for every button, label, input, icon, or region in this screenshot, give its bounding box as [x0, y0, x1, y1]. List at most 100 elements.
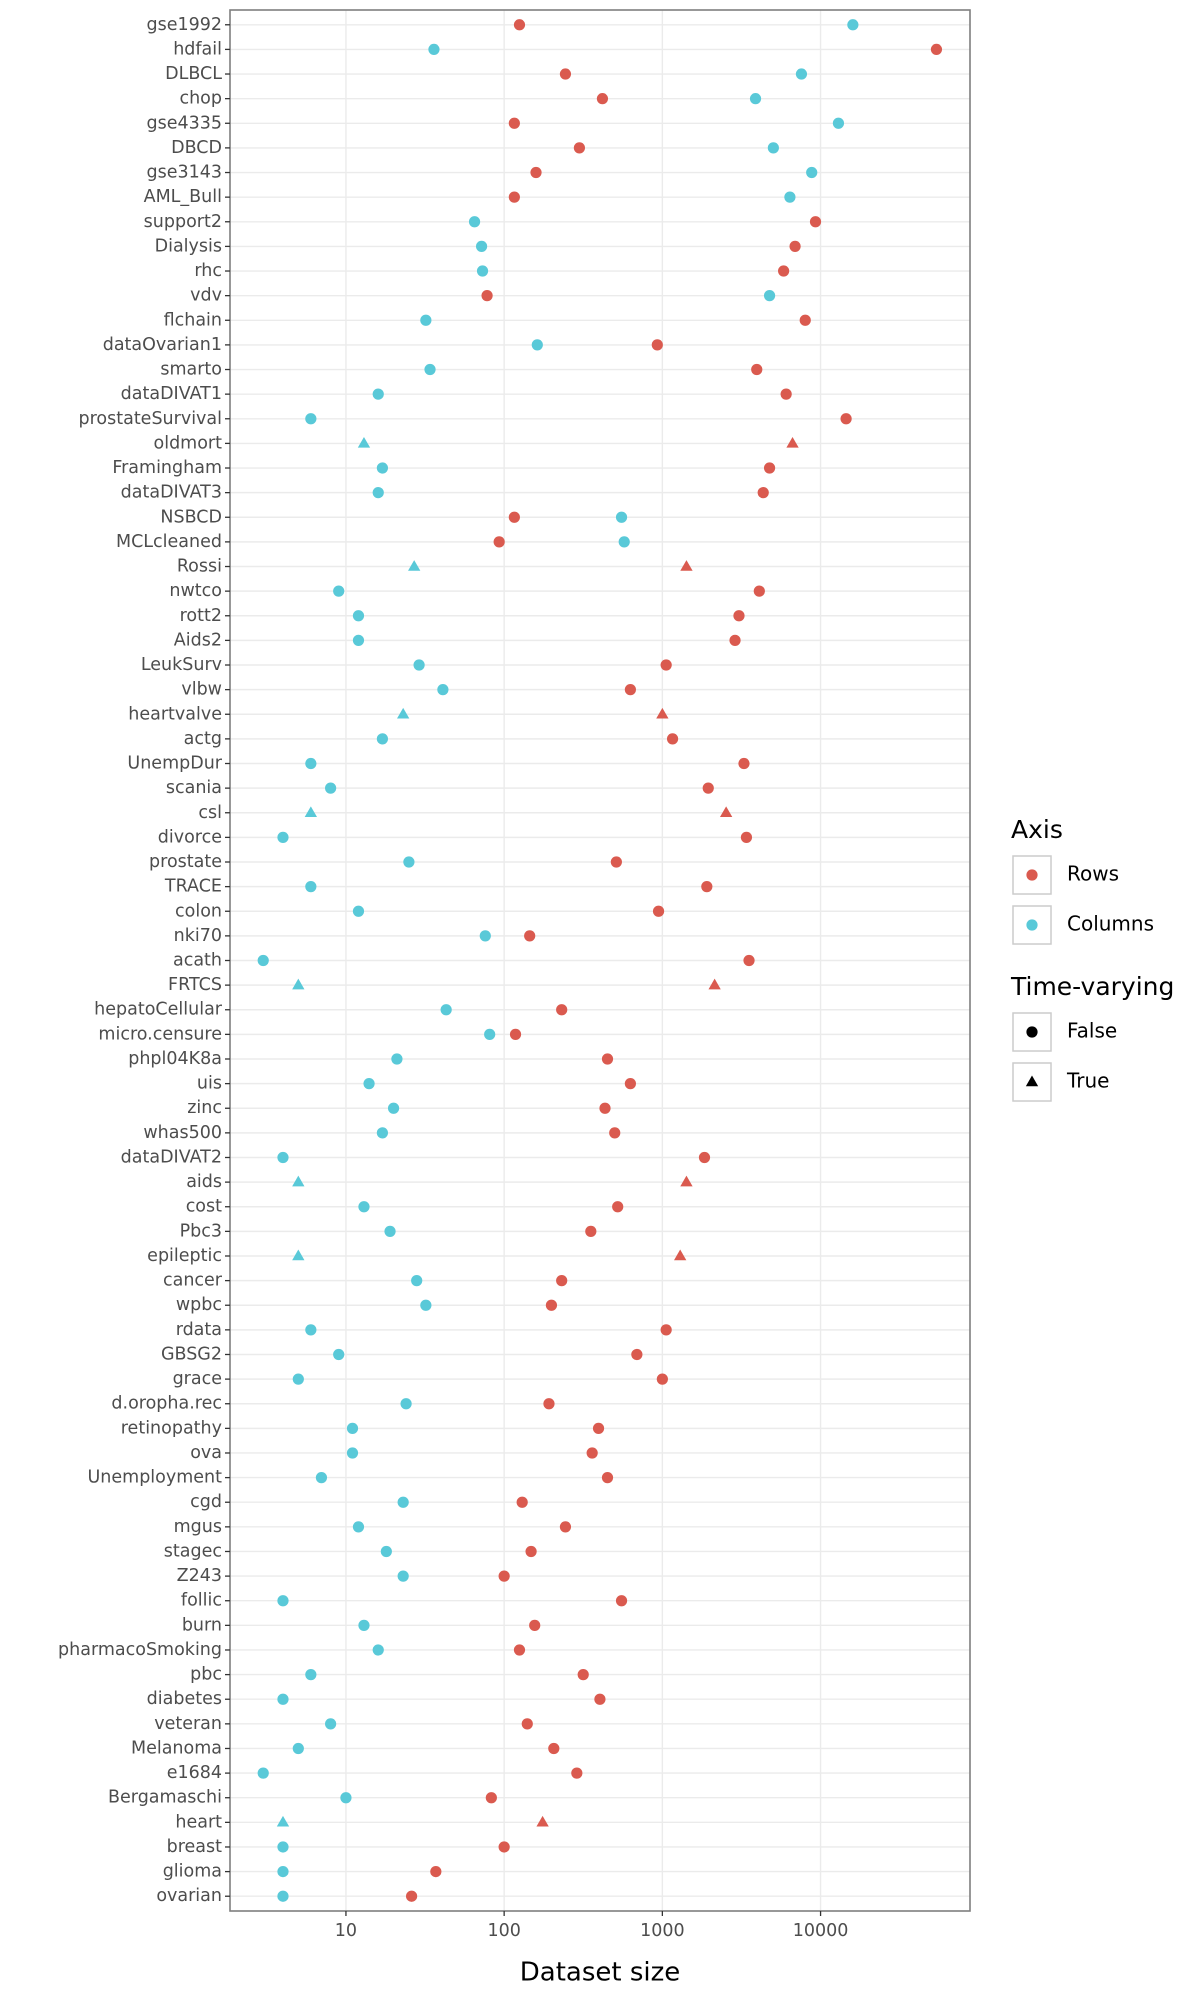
- point: [615, 511, 628, 523]
- y-tick-label: hdfail: [173, 39, 222, 59]
- point: [325, 782, 337, 794]
- y-tick-label: AML_Bull: [144, 187, 222, 207]
- y-tick-label: rhc: [194, 261, 222, 281]
- y-tick-label: Dialysis: [155, 236, 222, 256]
- point: [749, 93, 762, 105]
- point: [484, 1028, 496, 1040]
- y-tick-label: rott2: [180, 606, 222, 626]
- point-triangle: [680, 560, 693, 571]
- point: [556, 1004, 568, 1016]
- y-tick-label: aids: [186, 1172, 222, 1192]
- y-tick-label: MCLcleaned: [116, 532, 222, 552]
- y-tick-label: Bergamaschi: [108, 1788, 222, 1808]
- y-tick-label: nwtco: [169, 581, 222, 601]
- legend-shape: [1026, 1026, 1038, 1038]
- y-tick-label: mgus: [174, 1517, 222, 1537]
- y-tick-label: pharmacoSmoking: [58, 1640, 222, 1660]
- point: [543, 1398, 555, 1410]
- point: [292, 1742, 304, 1755]
- point: [596, 93, 609, 105]
- point: [832, 117, 845, 129]
- y-tick-label: scania: [166, 778, 222, 798]
- point: [751, 363, 763, 376]
- point: [763, 462, 776, 474]
- y-tick-label: dataOvarian1: [103, 335, 222, 355]
- point: [556, 1275, 568, 1287]
- y-tick-label: heart: [175, 1812, 222, 1832]
- point: [513, 19, 526, 31]
- point: [403, 856, 415, 868]
- point: [325, 1718, 337, 1730]
- point: [372, 487, 384, 499]
- point: [485, 1792, 497, 1804]
- y-tick-label: phpl04K8a: [128, 1049, 222, 1069]
- point: [545, 1299, 558, 1311]
- point: [440, 1004, 452, 1016]
- point-triangle: [719, 806, 733, 817]
- y-tick-label: veteran: [154, 1714, 222, 1734]
- point: [277, 1890, 289, 1902]
- y-tick-label: cgd: [190, 1492, 222, 1512]
- point: [277, 1595, 289, 1607]
- point: [618, 536, 630, 548]
- point: [346, 1447, 359, 1459]
- point: [475, 240, 488, 252]
- point: [277, 1693, 289, 1705]
- y-tick-label: micro.censure: [98, 1024, 222, 1044]
- point: [585, 1225, 597, 1237]
- point: [358, 1619, 370, 1631]
- y-tick-label: epileptic: [147, 1246, 222, 1266]
- x-tick-label: 1000: [640, 1921, 685, 1941]
- point: [660, 659, 672, 671]
- point: [340, 1792, 352, 1804]
- point: [397, 1570, 409, 1582]
- point: [516, 1496, 528, 1508]
- point: [778, 265, 790, 277]
- point: [376, 462, 389, 474]
- point-triangle: [292, 1249, 305, 1261]
- y-tick-label: e1684: [167, 1763, 222, 1783]
- point: [333, 585, 345, 597]
- point: [930, 43, 943, 55]
- y-tick-label: hepatoCellular: [94, 1000, 223, 1020]
- y-tick-label: retinopathy: [121, 1418, 222, 1438]
- point: [508, 511, 520, 523]
- point: [508, 191, 520, 203]
- point-triangle: [536, 1815, 549, 1827]
- y-tick-label: vlbw: [181, 680, 222, 700]
- x-axis-title: Dataset size: [520, 1958, 681, 1988]
- y-tick-label: Rossi: [177, 557, 222, 577]
- y-tick-label: NSBCD: [160, 507, 222, 527]
- point-triangle: [292, 1175, 305, 1187]
- y-tick-label: grace: [173, 1369, 222, 1389]
- y-tick-label: whas500: [143, 1123, 222, 1143]
- y-tick-label: burn: [182, 1615, 222, 1635]
- point: [257, 954, 269, 967]
- point: [531, 339, 543, 351]
- point: [498, 1841, 510, 1853]
- y-tick-label: follic: [181, 1591, 222, 1611]
- point: [767, 142, 779, 154]
- point: [840, 413, 852, 425]
- point: [498, 1570, 510, 1582]
- point-triangle: [292, 978, 305, 990]
- point: [493, 536, 505, 548]
- point: [352, 610, 365, 622]
- y-tick-label: dataDIVAT3: [121, 483, 222, 503]
- point: [424, 363, 436, 376]
- point: [363, 1078, 375, 1090]
- point: [601, 1053, 614, 1065]
- point: [599, 1102, 611, 1114]
- point-triangle: [656, 707, 669, 719]
- y-tick-label: divorce: [158, 827, 222, 847]
- point: [437, 684, 449, 696]
- point: [529, 1619, 541, 1631]
- point: [509, 1028, 522, 1040]
- point: [277, 1151, 289, 1164]
- y-tick-label: breast: [167, 1837, 223, 1857]
- point: [333, 1348, 345, 1361]
- point: [763, 290, 776, 302]
- point: [548, 1742, 560, 1755]
- y-tick-label: ova: [190, 1443, 222, 1463]
